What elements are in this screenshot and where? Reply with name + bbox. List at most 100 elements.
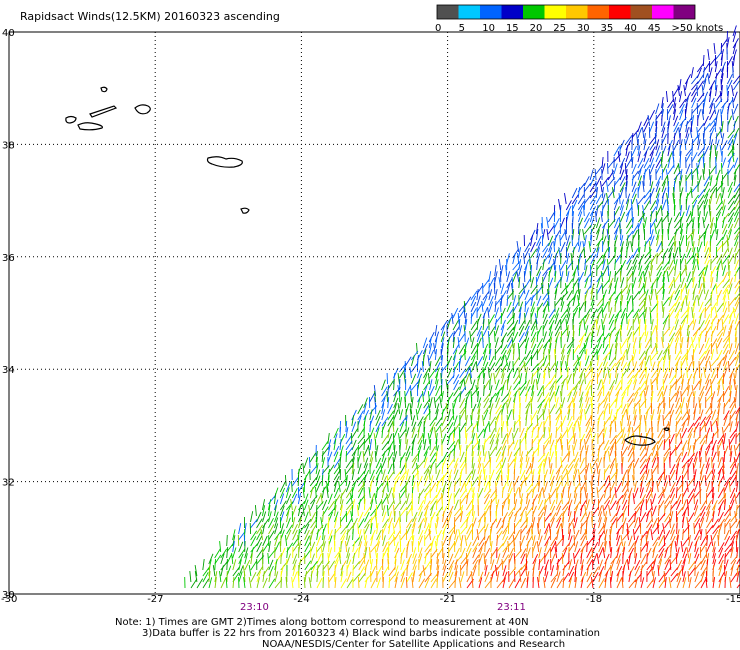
- wind-barb: [562, 547, 568, 559]
- wind-barb: [684, 79, 689, 91]
- wind-barb: [702, 277, 706, 289]
- wind-barb: [238, 548, 246, 559]
- wind-barb: [507, 499, 511, 511]
- wind-barb: [357, 576, 360, 589]
- wind-barb: [699, 356, 706, 367]
- wind-barb: [500, 295, 503, 307]
- wind-barb: [345, 541, 348, 553]
- wind-barb: [393, 451, 398, 463]
- wind-barb: [550, 577, 557, 589]
- wind-barb: [327, 451, 333, 463]
- wind-barb: [435, 403, 440, 415]
- wind-barb: [691, 81, 699, 91]
- wind-barb: [338, 481, 341, 493]
- wind-barb: [387, 440, 395, 451]
- wind-barb: [267, 499, 272, 511]
- wind-barb: [344, 469, 347, 481]
- wind-barb: [632, 253, 639, 265]
- wind-barb: [441, 415, 447, 427]
- wind-barb: [577, 222, 580, 235]
- wind-barb: [650, 259, 653, 271]
- wind-barb: [370, 535, 374, 547]
- wind-barb: [716, 259, 722, 271]
- wind-barb: [632, 290, 640, 301]
- wind-barb: [637, 138, 639, 151]
- wind-barb: [634, 540, 636, 553]
- wind-barb: [472, 542, 479, 553]
- wind-barb: [710, 270, 713, 283]
- wind-barb: [417, 427, 420, 439]
- wind-barb: [609, 528, 612, 541]
- wind-barb: [494, 565, 498, 577]
- wind-barb: [560, 391, 563, 403]
- wind-barb: [693, 439, 697, 451]
- wind-barb: [346, 547, 350, 559]
- wind-barb: [722, 248, 729, 259]
- wind-barb: [735, 481, 739, 493]
- wind-barb: [634, 546, 636, 559]
- wind-barb: [666, 193, 669, 205]
- wind-barb: [506, 344, 513, 355]
- wind-barb: [625, 151, 630, 163]
- wind-barb: [685, 97, 689, 109]
- wind-barb: [663, 367, 669, 379]
- wind-barb: [675, 385, 681, 397]
- wind-barb: [585, 421, 591, 433]
- wind-barb: [566, 241, 571, 253]
- wind-barb: [381, 457, 387, 469]
- wind-barb: [345, 440, 353, 451]
- time-label-1: 23:10: [240, 602, 269, 613]
- wind-barb: [564, 283, 568, 295]
- wind-barb: [585, 499, 590, 511]
- wind-barb: [513, 451, 518, 463]
- wind-barb: [262, 542, 270, 553]
- wind-barb: [351, 409, 357, 421]
- wind-barb: [488, 314, 495, 325]
- wind-barb: [734, 292, 740, 301]
- lat-lon-grid: [9, 32, 740, 594]
- wind-barb: [716, 302, 724, 313]
- wind-barb: [483, 384, 485, 397]
- wind-barb: [472, 565, 477, 577]
- wind-barb: [442, 553, 445, 565]
- wind-barb: [418, 511, 423, 523]
- wind-barb: [657, 475, 663, 487]
- wind-barb: [580, 565, 584, 577]
- wind-barb: [435, 379, 439, 391]
- wind-barb: [572, 344, 580, 355]
- wind-barb: [619, 222, 621, 235]
- wind-barb: [733, 206, 740, 217]
- wind-barb: [483, 427, 487, 439]
- wind-barb: [316, 535, 322, 547]
- wind-barb: [669, 367, 673, 379]
- wind-barb: [470, 295, 477, 307]
- island-porto-santo: [663, 427, 670, 432]
- wind-barb: [681, 480, 684, 493]
- wind-barb: [632, 343, 635, 355]
- wind-barb: [735, 451, 740, 463]
- wind-barb: [535, 379, 539, 391]
- wind-barb: [596, 463, 599, 475]
- wind-barb: [520, 506, 527, 517]
- wind-barb: [291, 487, 298, 499]
- wind-barb: [352, 541, 356, 553]
- wind-barb: [572, 397, 575, 409]
- wind-barb: [447, 469, 453, 481]
- wind-barb: [375, 464, 382, 475]
- wind-barb: [602, 218, 610, 229]
- wind-barb: [565, 361, 568, 373]
- wind-barb: [442, 511, 445, 523]
- wind-barb: [580, 552, 583, 565]
- wind-barb: [553, 217, 560, 229]
- wind-barb: [649, 312, 652, 325]
- wind-barb: [705, 546, 708, 559]
- wind-barb: [549, 451, 554, 463]
- wind-barb: [325, 481, 329, 493]
- wind-barb: [427, 433, 431, 445]
- wind-barb: [620, 324, 622, 337]
- wind-barb: [709, 217, 714, 229]
- wind-barb: [729, 378, 731, 391]
- wind-barb: [435, 445, 439, 457]
- wind-barb: [568, 542, 575, 553]
- wind-barb: [514, 511, 518, 523]
